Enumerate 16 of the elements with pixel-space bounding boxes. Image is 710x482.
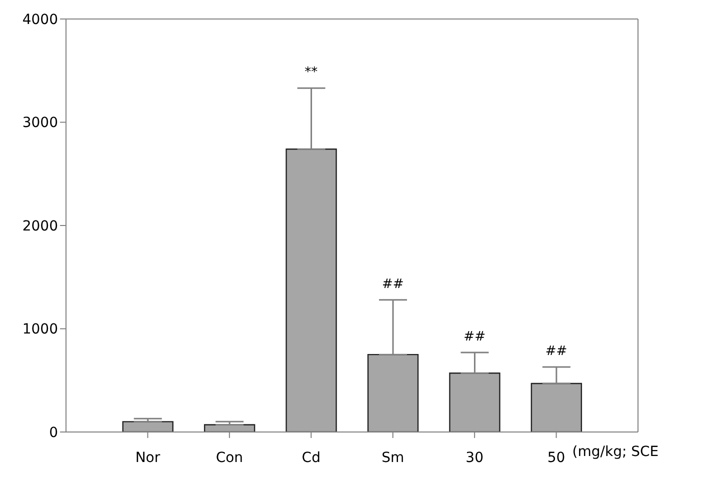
x-tick-label: Nor <box>135 450 160 466</box>
x-tick-label: 50 <box>547 450 566 466</box>
annotation: ## <box>464 329 486 344</box>
y-tick-label: 0 <box>49 424 58 441</box>
text: (mg/kg; SCE <box>572 443 659 461</box>
y-tick-label: 1000 <box>22 322 58 338</box>
x-tick-label: Cd <box>302 450 320 466</box>
annotation: ** <box>304 65 318 80</box>
annotation: ## <box>382 276 404 292</box>
annotation: ## <box>545 344 568 359</box>
y-tick-label: 4000 <box>22 12 58 28</box>
x-tick-label: Sm <box>382 450 404 466</box>
y-tick-label: 3000 <box>22 115 58 132</box>
x-tick-label: Con <box>216 450 244 466</box>
y-tick-label: 2000 <box>22 218 58 234</box>
x-tick-label: 30 <box>466 450 484 466</box>
